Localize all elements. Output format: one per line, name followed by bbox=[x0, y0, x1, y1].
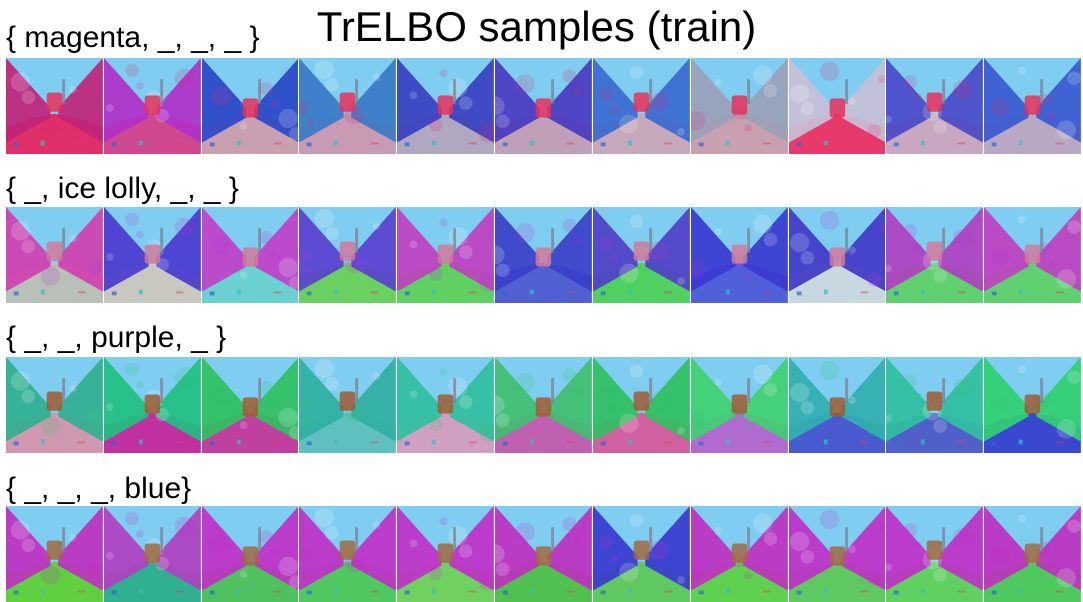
sample-image-drawing bbox=[299, 207, 397, 303]
sample-image bbox=[592, 506, 690, 602]
sample-image-drawing bbox=[6, 58, 103, 154]
sample-image bbox=[299, 357, 397, 453]
sample-image-drawing bbox=[495, 207, 592, 303]
sample-image-drawing bbox=[886, 207, 984, 303]
sample-image-drawing bbox=[886, 357, 984, 453]
sample-image-drawing bbox=[592, 58, 690, 154]
sample-image-drawing bbox=[788, 506, 886, 602]
sample-image-drawing bbox=[690, 207, 788, 303]
sample-image-drawing bbox=[690, 506, 788, 602]
sample-image bbox=[592, 58, 690, 154]
sample-image-drawing bbox=[103, 506, 201, 602]
sample-image-drawing bbox=[299, 58, 397, 154]
sample-image-drawing bbox=[103, 207, 201, 303]
sample-image bbox=[592, 207, 690, 303]
sample-image bbox=[886, 506, 984, 602]
sample-image bbox=[103, 357, 201, 453]
sample-image bbox=[6, 357, 103, 453]
sample-image bbox=[201, 207, 299, 303]
sample-image bbox=[495, 506, 592, 602]
sample-strip-1 bbox=[6, 58, 1081, 154]
sample-image bbox=[201, 58, 299, 154]
sample-image-drawing bbox=[788, 58, 886, 154]
sample-image-drawing bbox=[592, 207, 690, 303]
sample-image-drawing bbox=[984, 357, 1081, 453]
sample-strip-2 bbox=[6, 207, 1081, 303]
sample-image bbox=[886, 357, 984, 453]
sample-image bbox=[6, 58, 103, 154]
sample-image bbox=[397, 357, 495, 453]
sample-image-drawing bbox=[201, 357, 299, 453]
sample-image bbox=[201, 506, 299, 602]
sample-image bbox=[690, 357, 788, 453]
sample-image bbox=[495, 58, 592, 154]
sample-image-drawing bbox=[984, 207, 1081, 303]
figure-title: TrELBO samples (train) bbox=[0, 2, 1083, 52]
sample-image bbox=[984, 357, 1081, 453]
sample-image-drawing bbox=[495, 357, 592, 453]
sample-image bbox=[6, 506, 103, 602]
sample-image bbox=[299, 58, 397, 154]
sample-image bbox=[690, 58, 788, 154]
sample-image-drawing bbox=[690, 357, 788, 453]
sample-image-drawing bbox=[397, 506, 495, 602]
sample-image bbox=[690, 207, 788, 303]
sample-image-drawing bbox=[984, 506, 1081, 602]
sample-image-drawing bbox=[201, 506, 299, 602]
sample-image bbox=[103, 58, 201, 154]
sample-image-drawing bbox=[788, 357, 886, 453]
sample-image bbox=[886, 207, 984, 303]
sample-image bbox=[984, 58, 1081, 154]
sample-strip-4 bbox=[6, 506, 1081, 602]
sample-image-drawing bbox=[495, 506, 592, 602]
sample-image-drawing bbox=[299, 357, 397, 453]
sample-image-drawing bbox=[495, 58, 592, 154]
sample-image bbox=[201, 357, 299, 453]
sample-image-drawing bbox=[397, 357, 495, 453]
sample-image bbox=[886, 58, 984, 154]
sample-image-drawing bbox=[201, 58, 299, 154]
sample-image-drawing bbox=[6, 506, 103, 602]
sample-image bbox=[495, 357, 592, 453]
sample-image bbox=[788, 357, 886, 453]
sample-image-drawing bbox=[103, 357, 201, 453]
sample-image bbox=[690, 506, 788, 602]
sample-image-drawing bbox=[592, 506, 690, 602]
sample-image bbox=[788, 506, 886, 602]
sample-image-drawing bbox=[397, 58, 495, 154]
row-label-3: { _, _, purple, _ } bbox=[6, 321, 227, 354]
sample-image bbox=[103, 506, 201, 602]
sample-image bbox=[788, 207, 886, 303]
sample-image bbox=[6, 207, 103, 303]
sample-image-drawing bbox=[886, 506, 984, 602]
sample-image-drawing bbox=[201, 207, 299, 303]
row-label-4: { _, _, _, blue} bbox=[6, 472, 192, 505]
sample-image-drawing bbox=[788, 207, 886, 303]
sample-image bbox=[495, 207, 592, 303]
sample-image bbox=[592, 357, 690, 453]
sample-image bbox=[397, 58, 495, 154]
sample-image-drawing bbox=[690, 58, 788, 154]
row-label-2: { _, ice lolly, _, _ } bbox=[6, 172, 239, 205]
sample-image-drawing bbox=[984, 58, 1081, 154]
sample-image bbox=[397, 506, 495, 602]
sample-image bbox=[299, 506, 397, 602]
sample-image-drawing bbox=[592, 357, 690, 453]
sample-image-drawing bbox=[397, 207, 495, 303]
row-label-1: { magenta, _, _, _ } bbox=[6, 21, 260, 54]
figure-title-text: TrELBO samples (train) bbox=[316, 3, 757, 50]
sample-image bbox=[299, 207, 397, 303]
sample-image bbox=[984, 207, 1081, 303]
sample-image-drawing bbox=[103, 58, 201, 154]
sample-image-drawing bbox=[6, 207, 103, 303]
sample-strip-3 bbox=[6, 357, 1081, 453]
sample-image-drawing bbox=[6, 357, 103, 453]
sample-image-drawing bbox=[886, 58, 984, 154]
sample-image bbox=[788, 58, 886, 154]
sample-image bbox=[103, 207, 201, 303]
sample-image bbox=[397, 207, 495, 303]
sample-image bbox=[984, 506, 1081, 602]
sample-image-drawing bbox=[299, 506, 397, 602]
